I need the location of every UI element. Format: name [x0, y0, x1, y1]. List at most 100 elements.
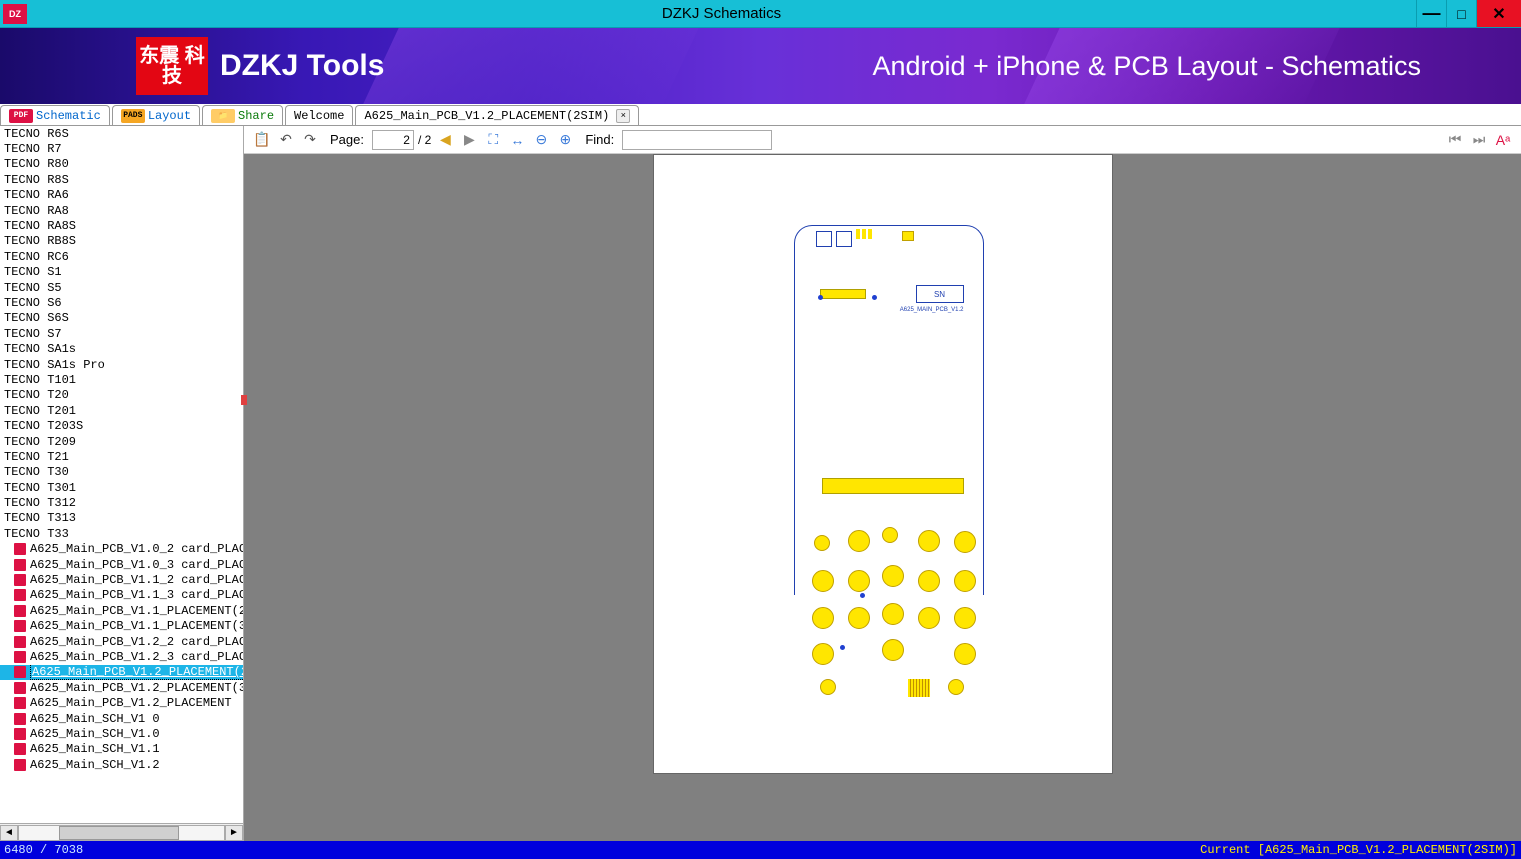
tree-item[interactable]: A625_Main_PCB_V1.2_2 card_PLACEMENT	[0, 634, 243, 649]
tree-item[interactable]: TECNO S1	[0, 265, 243, 280]
tree-item[interactable]: TECNO T201	[0, 403, 243, 418]
pcb-diagram: SN A625_MAIN_PCB_V1.2	[794, 225, 984, 745]
prev-page-icon[interactable]: ◀	[435, 130, 455, 150]
tree-item[interactable]: A625_Main_SCH_V1 0	[0, 711, 243, 726]
tree-item[interactable]: TECNO RA8	[0, 203, 243, 218]
scroll-thumb[interactable]	[59, 826, 179, 840]
tab-welcome[interactable]: Welcome	[285, 105, 353, 125]
find-next-icon[interactable]: ⏭	[1469, 130, 1489, 150]
tree-item[interactable]: TECNO R6S	[0, 126, 243, 141]
tab-share[interactable]: 📁 Share	[202, 105, 283, 125]
tree-item[interactable]: A625_Main_PCB_V1.0_2 card_PLACEMENT	[0, 542, 243, 557]
pane-splitter[interactable]	[241, 395, 247, 405]
tree-item[interactable]: TECNO T33	[0, 526, 243, 541]
fit-width-icon[interactable]: ↔	[507, 130, 527, 150]
tree-item[interactable]: TECNO T301	[0, 480, 243, 495]
tree-item[interactable]: TECNO R7	[0, 141, 243, 156]
tree-item[interactable]: A625_Main_PCB_V1.1_2 card_PLACEMENT	[0, 572, 243, 587]
pcb-small-pad	[902, 231, 914, 241]
zoom-out-icon[interactable]: ⊖	[531, 130, 551, 150]
page-input[interactable]	[372, 130, 414, 150]
tab-active-document[interactable]: A625_Main_PCB_V1.2_PLACEMENT(2SIM) ×	[355, 105, 639, 125]
pcb-tiny-pad	[856, 229, 860, 239]
minimize-button[interactable]: —	[1416, 0, 1446, 27]
tree-item[interactable]: A625_Main_PCB_V1.1_PLACEMENT(2SIM)	[0, 603, 243, 618]
tree-item-label: A625_Main_PCB_V1.0_2 card_PLACEMENT	[30, 542, 243, 556]
tree-item[interactable]: TECNO T313	[0, 511, 243, 526]
tree-item[interactable]: TECNO T20	[0, 388, 243, 403]
pdf-icon: PDF	[9, 109, 33, 123]
tab-layout[interactable]: PADS Layout	[112, 105, 200, 125]
main-content: TECNO R6STECNO R7TECNO R80TECNO R8STECNO…	[0, 126, 1521, 841]
tree-item[interactable]: TECNO T203S	[0, 418, 243, 433]
pdf-file-icon	[14, 559, 26, 571]
scroll-right-button[interactable]: ►	[225, 825, 243, 841]
brand-tagline: Android + iPhone & PCB Layout - Schemati…	[872, 51, 1421, 82]
next-page-icon[interactable]: ▶	[459, 130, 479, 150]
file-tree[interactable]: TECNO R6STECNO R7TECNO R80TECNO R8STECNO…	[0, 126, 243, 823]
tab-active-label: A625_Main_PCB_V1.2_PLACEMENT(2SIM)	[364, 109, 609, 123]
tree-item[interactable]: TECNO T21	[0, 449, 243, 464]
pdf-file-icon	[14, 713, 26, 725]
window-title: DZKJ Schematics	[27, 5, 1416, 22]
tree-item[interactable]: TECNO T209	[0, 434, 243, 449]
pcb-square	[816, 231, 832, 247]
tree-item-label: TECNO SA1s	[4, 342, 76, 356]
tree-item-label: TECNO T301	[4, 481, 76, 495]
tree-item-label: TECNO T20	[4, 388, 69, 402]
pcb-keypad	[812, 607, 834, 629]
pcb-top-outline	[794, 225, 984, 435]
tree-item[interactable]: A625_Main_SCH_V1.1	[0, 742, 243, 757]
rotate-left-icon[interactable]: ↶	[276, 130, 296, 150]
tree-item[interactable]: TECNO S6S	[0, 311, 243, 326]
tree-item[interactable]: TECNO SA1s	[0, 341, 243, 356]
scroll-track[interactable]	[18, 825, 225, 841]
tree-item[interactable]: A625_Main_PCB_V1.0_3 card_PLACEMENT	[0, 557, 243, 572]
tree-item[interactable]: TECNO T101	[0, 372, 243, 387]
copy-icon[interactable]: 📋	[252, 130, 272, 150]
tree-item[interactable]: TECNO RA6	[0, 188, 243, 203]
pcb-keypad	[820, 679, 836, 695]
fit-page-icon[interactable]: ⛶	[483, 130, 503, 150]
tree-item[interactable]: TECNO S6	[0, 295, 243, 310]
pcb-keypad	[814, 535, 830, 551]
tree-item-label: TECNO T209	[4, 435, 76, 449]
tree-item[interactable]: A625_Main_SCH_V1.2	[0, 757, 243, 772]
find-input[interactable]	[622, 130, 772, 150]
close-tab-icon[interactable]: ×	[616, 109, 630, 123]
tree-item-label: TECNO S6S	[4, 311, 69, 325]
tree-item[interactable]: A625_Main_SCH_V1.0	[0, 726, 243, 741]
rotate-right-icon[interactable]: ↷	[300, 130, 320, 150]
tree-item[interactable]: TECNO RC6	[0, 249, 243, 264]
tree-item[interactable]: TECNO S5	[0, 280, 243, 295]
find-prev-icon[interactable]: ⏮	[1445, 130, 1465, 150]
tree-item[interactable]: TECNO SA1s Pro	[0, 357, 243, 372]
text-style-icon[interactable]: Aᵃ	[1493, 130, 1513, 150]
pdf-file-icon	[14, 636, 26, 648]
tree-item[interactable]: TECNO S7	[0, 326, 243, 341]
tree-item[interactable]: TECNO R8S	[0, 172, 243, 187]
tab-schematic[interactable]: PDF Schematic	[0, 105, 110, 125]
viewer-canvas[interactable]: SN A625_MAIN_PCB_V1.2	[244, 154, 1521, 841]
tree-item[interactable]: A625_Main_PCB_V1.1_3 card_PLACEMENT	[0, 588, 243, 603]
tree-item[interactable]: TECNO T312	[0, 495, 243, 510]
zoom-in-icon[interactable]: ⊕	[555, 130, 575, 150]
scroll-left-button[interactable]: ◄	[0, 825, 18, 841]
document-tabs: PDF Schematic PADS Layout 📁 Share Welcom…	[0, 104, 1521, 126]
pcb-connector-top	[820, 289, 866, 299]
tree-item[interactable]: A625_Main_PCB_V1.2_PLACEMENT	[0, 695, 243, 710]
tree-item[interactable]: A625_Main_PCB_V1.2_3 card_PLACEMENT	[0, 649, 243, 664]
tree-item[interactable]: A625_Main_PCB_V1.2_PLACEMENT(2SIM)	[0, 665, 243, 680]
maximize-button[interactable]: □	[1446, 0, 1476, 27]
tree-item-label: TECNO S7	[4, 327, 62, 341]
tree-item[interactable]: TECNO T30	[0, 465, 243, 480]
tree-item[interactable]: TECNO RA8S	[0, 218, 243, 233]
tree-item[interactable]: TECNO RB8S	[0, 234, 243, 249]
tree-item[interactable]: TECNO R80	[0, 157, 243, 172]
tree-item-label: TECNO S1	[4, 265, 62, 279]
close-button[interactable]: ✕	[1476, 0, 1521, 27]
tree-item[interactable]: A625_Main_PCB_V1.1_PLACEMENT(3SIM)	[0, 619, 243, 634]
tree-item-label: TECNO T201	[4, 404, 76, 418]
tree-item-label: TECNO T101	[4, 373, 76, 387]
tree-item[interactable]: A625_Main_PCB_V1.2_PLACEMENT(3SIM)	[0, 680, 243, 695]
